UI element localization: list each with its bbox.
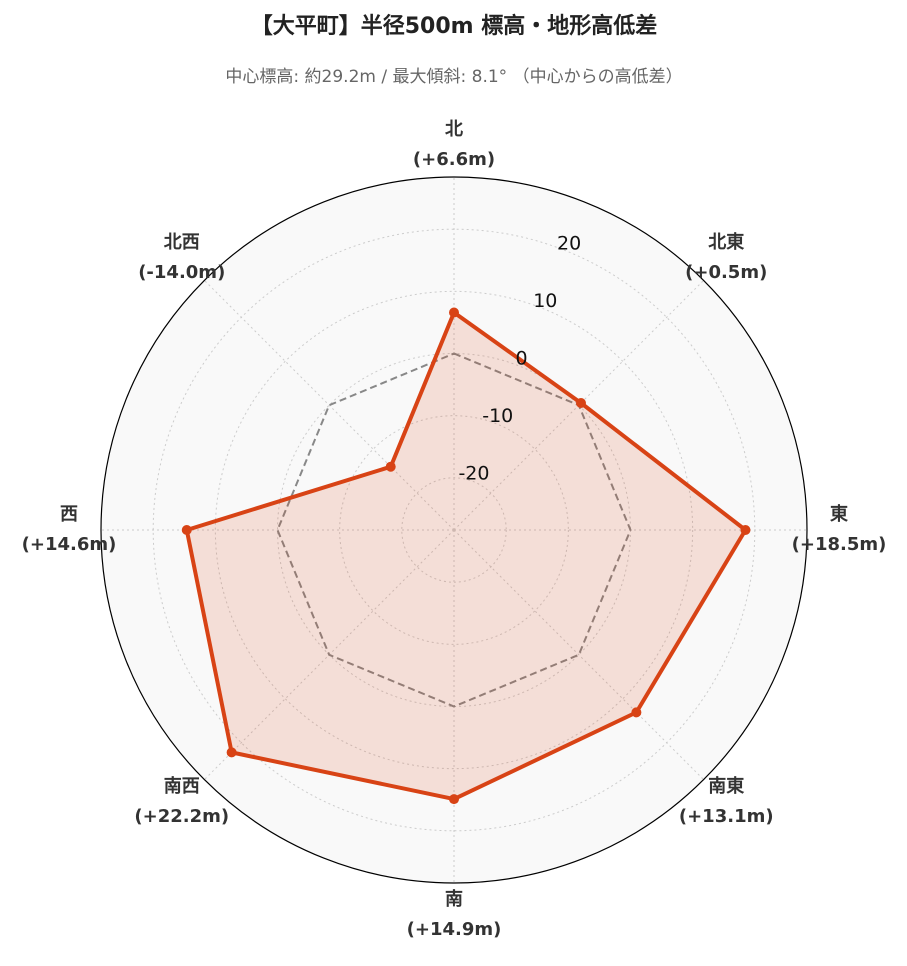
category-label: 東 bbox=[830, 503, 848, 525]
category-label: 西 bbox=[60, 504, 78, 525]
value-label: (-14.0m) bbox=[138, 262, 225, 283]
point bbox=[226, 747, 237, 758]
point bbox=[449, 307, 459, 318]
r-tick-label: 10 bbox=[533, 290, 557, 312]
category-label: 北 bbox=[445, 119, 463, 140]
point bbox=[449, 794, 459, 805]
r-tick-label: 20 bbox=[557, 233, 581, 255]
category-label: 北東 bbox=[708, 231, 744, 253]
r-tick-label: -10 bbox=[482, 405, 513, 427]
value-label: (+18.5m) bbox=[792, 534, 887, 555]
point bbox=[385, 461, 396, 472]
area bbox=[186, 312, 746, 800]
grid-circle bbox=[401, 477, 507, 583]
point bbox=[576, 397, 587, 408]
spoke bbox=[453, 529, 704, 780]
value-label: (+0.5m) bbox=[685, 262, 767, 283]
chart-title: 【大平町】半径500m 標高・地形高低差 bbox=[251, 13, 658, 39]
point bbox=[181, 525, 192, 535]
r-tick-label: 0 bbox=[515, 347, 527, 369]
value-label: (+14.6m) bbox=[22, 534, 117, 555]
value-label: (+6.6m) bbox=[413, 149, 495, 170]
chart-subtitle: 中心標高: 約29.2m / 最大傾斜: 8.1° （中心からの高低差） bbox=[225, 67, 682, 87]
grid-circle bbox=[214, 290, 694, 770]
spoke bbox=[204, 280, 455, 531]
point bbox=[740, 525, 751, 535]
value-label: (+13.1m) bbox=[679, 806, 774, 827]
outer-ring bbox=[100, 176, 808, 884]
value-label: (+22.2m) bbox=[134, 806, 229, 827]
reference-line bbox=[276, 352, 632, 708]
point bbox=[631, 707, 642, 718]
r-tick-label: -20 bbox=[458, 462, 489, 484]
category-label: 南西 bbox=[164, 775, 200, 797]
category-label: 北西 bbox=[164, 232, 200, 253]
category-label: 南 bbox=[445, 888, 463, 910]
value-label: (+14.9m) bbox=[407, 919, 502, 940]
grid-circle bbox=[339, 415, 569, 645]
category-label: 南東 bbox=[708, 775, 744, 797]
